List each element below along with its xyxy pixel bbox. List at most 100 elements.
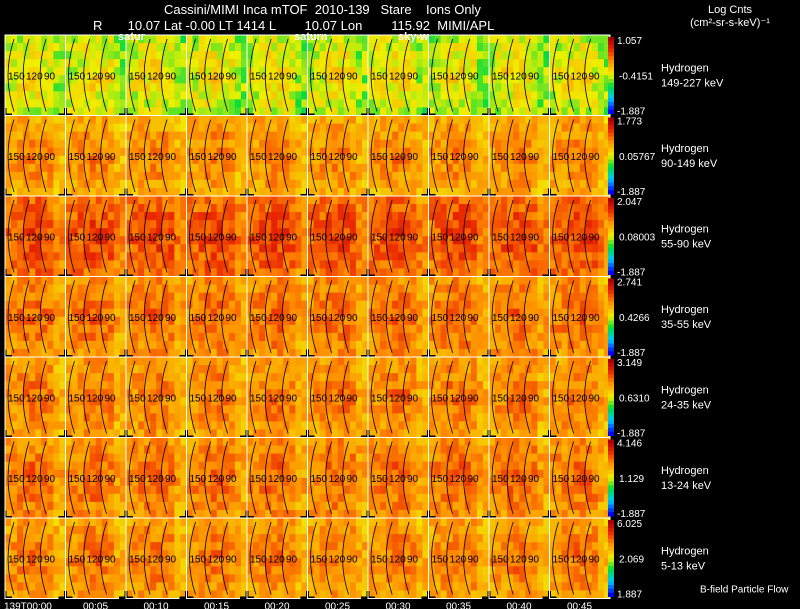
pitch-angle-label: 90 xyxy=(105,71,117,82)
colorbar-max: 2.741 xyxy=(617,278,642,289)
colorbar-max: 4.146 xyxy=(617,439,642,450)
image-panel: 150 120 90 xyxy=(361,437,429,525)
pitch-angle-label: 90 xyxy=(286,232,298,243)
pitch-angle-contour xyxy=(567,360,575,434)
pitch-angle-label: 90 xyxy=(347,474,359,485)
pitch-angle-contour xyxy=(506,119,514,193)
pitch-angle-contour xyxy=(204,521,212,595)
colorbar xyxy=(608,439,614,517)
pitch-angle-contour xyxy=(143,38,151,112)
image-panel: 150 120 90 xyxy=(119,517,187,605)
pitch-angle-contour xyxy=(189,199,196,273)
pitch-angle-label: 150 xyxy=(190,71,207,82)
pitch-angle-contour xyxy=(342,199,349,273)
image-panel: 150 120 90 xyxy=(482,517,550,605)
pitch-angle-contour xyxy=(68,38,75,112)
image-panel: 150 120 90 xyxy=(0,517,66,605)
colorbar-mid: 0.4266 xyxy=(619,313,650,324)
pitch-angle-label: 150 xyxy=(553,152,570,163)
pitch-angle-contour xyxy=(584,199,591,273)
pitch-angle-label: 120 xyxy=(510,152,527,163)
pitch-angle-contour xyxy=(385,521,393,595)
pitch-angle-contour xyxy=(39,199,47,273)
pitch-angle-contour xyxy=(249,441,257,515)
colorbar xyxy=(608,359,614,436)
image-panel: 150 120 90 xyxy=(240,356,308,444)
pitch-angle-label: 120 xyxy=(87,554,104,565)
image-panel: 150 120 90 xyxy=(58,356,127,444)
species-label: Hydrogen xyxy=(661,465,709,477)
pitch-angle-contour xyxy=(160,199,168,273)
colorbar xyxy=(608,117,614,195)
image-panel: 150 120 90 xyxy=(58,276,127,364)
pitch-angle-contour xyxy=(189,280,196,354)
pitch-angle-contour xyxy=(402,521,410,595)
pitch-angle-label: 120 xyxy=(450,152,467,163)
pitch-angle-label: 120 xyxy=(26,152,43,163)
pitch-angle-contour xyxy=(463,38,470,112)
pitch-angle-label: 120 xyxy=(389,474,406,485)
pitch-angle-contour xyxy=(264,360,272,434)
image-panel: 150 120 90 xyxy=(300,115,369,203)
species-label: Hydrogen xyxy=(661,304,709,316)
pitch-angle-label: 90 xyxy=(105,152,117,163)
pitch-angle-label: 120 xyxy=(510,554,527,565)
image-panel: 150 120 90 xyxy=(179,115,248,203)
pitch-angle-contour xyxy=(370,441,378,515)
pitch-angle-label: 120 xyxy=(87,71,104,82)
image-panel: 150 120 90 xyxy=(542,517,611,605)
time-tick-label: 00:10 xyxy=(143,602,168,609)
pitch-angle-label: 150 xyxy=(311,313,328,324)
pitch-angle-contour xyxy=(370,360,378,434)
pitch-angle-label: 120 xyxy=(268,554,285,565)
image-panel: 150 120 90 xyxy=(119,195,187,283)
pitch-angle-contour xyxy=(584,38,591,112)
pitch-angle-label: 120 xyxy=(268,71,285,82)
pitch-angle-contour xyxy=(385,199,393,273)
pitch-angle-contour xyxy=(402,360,410,434)
pitch-angle-label: 150 xyxy=(432,152,449,163)
pitch-angle-label: 150 xyxy=(432,71,449,82)
pitch-angle-label: 90 xyxy=(407,554,419,565)
pitch-angle-label: 120 xyxy=(571,152,588,163)
pitch-angle-label: 90 xyxy=(528,313,540,324)
pitch-angle-label: 90 xyxy=(528,71,540,82)
species-label: Hydrogen xyxy=(661,62,709,74)
image-panel: 150 120 90 xyxy=(58,195,127,283)
pitch-angle-label: 90 xyxy=(589,393,601,404)
pitch-angle-contour xyxy=(310,280,317,354)
pitch-angle-label: 90 xyxy=(528,393,540,404)
pitch-angle-contour xyxy=(22,280,30,354)
pitch-angle-contour xyxy=(325,119,333,193)
pitch-angle-label: 120 xyxy=(571,71,588,82)
pitch-angle-contour xyxy=(22,119,30,193)
image-panel: 150 120 90 xyxy=(0,115,66,203)
colorbar-min: -1.887 xyxy=(617,107,646,118)
pitch-angle-contour xyxy=(370,38,378,112)
pitch-angle-label: 90 xyxy=(589,474,601,485)
image-panel: 150 120 90 xyxy=(240,517,308,605)
pitch-angle-label: 150 xyxy=(69,71,86,82)
pitch-angle-contour xyxy=(567,441,575,515)
pitch-angle-label: 150 xyxy=(492,71,509,82)
pitch-angle-label: 150 xyxy=(371,554,388,565)
image-panel: 150 120 90 xyxy=(0,437,66,525)
pitch-angle-label: 150 xyxy=(190,393,207,404)
pitch-angle-label: 120 xyxy=(329,554,346,565)
pitch-angle-contour xyxy=(221,360,228,434)
pitch-angle-contour xyxy=(491,280,499,354)
pitch-angle-contour xyxy=(160,119,168,193)
energy-label: 35-55 keV xyxy=(661,319,712,331)
pitch-angle-label: 150 xyxy=(371,232,388,243)
pitch-angle-contour xyxy=(39,441,47,515)
pitch-angle-contour xyxy=(68,199,75,273)
image-panel: 150 120 90 xyxy=(240,34,308,122)
pitch-angle-contour xyxy=(463,199,470,273)
image-panel: 150 120 90 xyxy=(300,517,369,605)
pitch-angle-contour xyxy=(100,280,107,354)
pitch-angle-contour xyxy=(83,360,91,434)
pitch-angle-label: 90 xyxy=(165,71,177,82)
pitch-angle-label: 150 xyxy=(8,474,25,485)
pitch-angle-contour xyxy=(221,441,228,515)
pitch-angle-contour xyxy=(402,441,410,515)
